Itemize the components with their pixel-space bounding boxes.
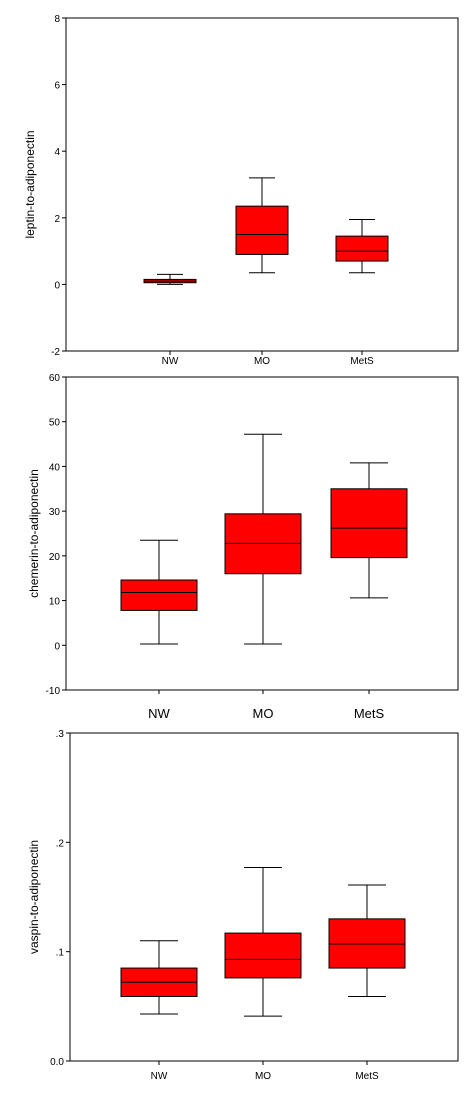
x-category-label: MO [254,356,270,367]
box-mo: MO [224,866,302,1082]
x-category-label: MO [253,706,274,721]
iqr-box [335,235,389,262]
y-tick-label: 6 [54,81,60,92]
chart-panel-3: 0.0 .1 .2 .3 vaspin-to-adiponectin NW MO MetS [27,729,459,1082]
y-axis-label: vaspin-to-adiponectin [27,840,41,954]
chart-panel-1: -2 0 2 4 6 8 leptin-to-adiponectin NW MO MetS [23,14,459,367]
y-tick-label: 10 [49,597,61,608]
box-mets: MetS [328,884,406,1082]
y-tick-label: 60 [49,373,61,384]
y-tick-label: 2 [54,214,60,225]
y-tick-label: 0.0 [50,1057,64,1068]
x-category-label: NW [151,1071,168,1082]
box-nw: NW [143,273,197,367]
x-category-label: MO [255,1071,271,1082]
x-category-label: MetS [354,706,385,721]
y-tick-label: -10 [46,686,61,697]
iqr-box [235,205,289,255]
x-category-label: MetS [355,1071,379,1082]
y-tick-label: 40 [49,462,61,473]
y-tick-label: 20 [49,552,61,563]
y-tick-label: .3 [56,729,65,740]
iqr-box [328,918,406,969]
iqr-box [224,932,302,979]
y-tick-label: 50 [49,418,61,429]
y-tick-label: 0 [54,641,60,652]
y-tick-label: -2 [51,347,60,358]
box-mo: MO [235,177,289,367]
box-nw: NW [120,940,198,1082]
box-nw: NW [120,539,198,721]
iqr-box [330,488,408,559]
y-tick-label: 0 [54,280,60,291]
iqr-box [120,579,198,611]
y-tick-label: 30 [49,507,61,518]
plot-frame [69,732,459,1062]
y-axis-label: leptin-to-adiponectin [23,130,37,238]
x-category-label: NW [148,706,170,721]
y-axis-label: chemerin-to-adiponectin [27,469,41,598]
y-tick-label: 8 [54,14,60,25]
plot-frame [65,376,459,691]
x-category-label: MetS [350,356,374,367]
box-mets: MetS [335,218,389,367]
box-mets: MetS [330,462,408,721]
y-tick-label: .2 [56,838,65,849]
y-tick-label: .1 [56,948,65,959]
chart-panel-2: -10 0 10 20 30 40 50 60 chemerin-to-adiponectin N… [27,373,459,721]
x-category-label: NW [162,356,179,367]
box-mo: MO [224,433,302,721]
y-tick-label: 4 [54,147,60,158]
